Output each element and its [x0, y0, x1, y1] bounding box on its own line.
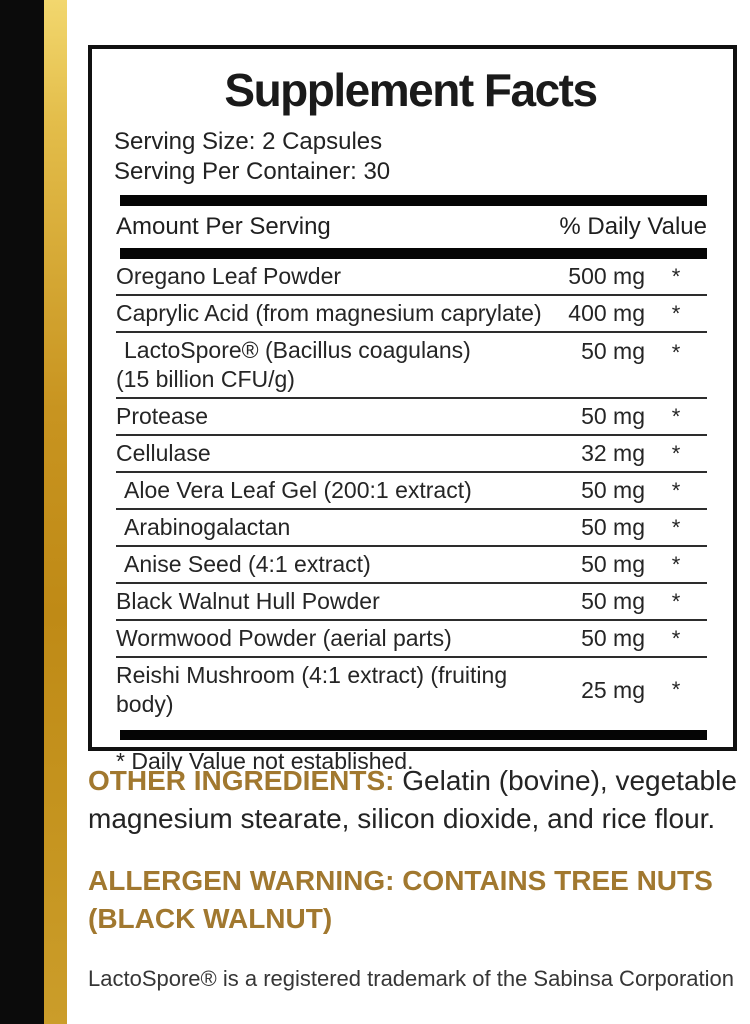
- ingredient-daily-value: *: [671, 588, 681, 614]
- ingredient-daily-value: *: [671, 403, 681, 429]
- ingredient-amount: 50 mg: [581, 403, 645, 429]
- side-stripe-gold: [44, 0, 67, 1024]
- table-row: LactoSpore® (Bacillus coagulans) (15 bil…: [116, 333, 707, 399]
- column-header-daily-value: % Daily Value: [559, 213, 707, 240]
- ingredient-daily-value: *: [671, 514, 681, 540]
- ingredient-amount: 50 mg: [581, 514, 645, 540]
- table-row: Cellulase 32 mg *: [116, 436, 707, 473]
- ingredient-amount: 500 mg: [568, 263, 645, 289]
- servings-per-container: Serving Per Container: 30: [114, 158, 391, 185]
- ingredient-daily-value: *: [671, 340, 681, 365]
- daily-value-footnote: * Daily Value not established.: [116, 748, 414, 774]
- ingredient-amount: 50 mg: [581, 625, 645, 651]
- ingredient-name-line1: LactoSpore® (Bacillus coagulans): [124, 337, 471, 363]
- ingredient-amount: 50 mg: [581, 338, 645, 364]
- table-row: Protease 50 mg *: [116, 399, 707, 436]
- ingredient-amount: 50 mg: [581, 551, 645, 577]
- ingredient-name: Oregano Leaf Powder: [116, 263, 342, 289]
- ingredient-daily-value: *: [671, 551, 681, 577]
- ingredient-daily-value: *: [671, 440, 681, 466]
- supplement-facts-panel: Supplement Facts Serving Size: 2 Capsule…: [88, 45, 737, 774]
- ingredient-name: LactoSpore® (Bacillus coagulans) (15 bil…: [116, 336, 550, 394]
- ingredient-daily-value: *: [671, 677, 681, 702]
- ingredient-daily-value: *: [671, 263, 681, 289]
- below-panel-text: OTHER INGREDIENTS: Gelatin (bovine), veg…: [88, 762, 750, 992]
- ingredient-name: Anise Seed (4:1 extract): [124, 551, 371, 577]
- ingredient-name: Protease: [116, 403, 209, 429]
- ingredient-amount: 50 mg: [581, 477, 645, 503]
- panel-title: Supplement Facts: [224, 64, 598, 116]
- divider-thick-bottom: [120, 730, 707, 740]
- table-row: Aloe Vera Leaf Gel (200:1 extract) 50 mg…: [116, 473, 707, 510]
- ingredient-amount: 50 mg: [581, 588, 645, 614]
- ingredient-name: Wormwood Powder (aerial parts): [116, 625, 452, 651]
- ingredient-amount: 32 mg: [581, 440, 645, 466]
- table-row: Black Walnut Hull Powder 50 mg *: [116, 584, 707, 621]
- ingredient-name: Aloe Vera Leaf Gel (200:1 extract): [124, 477, 472, 503]
- ingredient-daily-value: *: [671, 625, 681, 651]
- side-stripe-black: [0, 0, 44, 1024]
- ingredient-name: Cellulase: [116, 440, 211, 466]
- table-row: Wormwood Powder (aerial parts) 50 mg *: [116, 621, 707, 658]
- serving-size: Serving Size: 2 Capsules: [114, 128, 383, 155]
- trademark-note: LactoSpore® is a registered trademark of…: [88, 966, 735, 991]
- allergen-warning-line1: ALLERGEN WARNING: CONTAINS TREE NUTS: [88, 865, 713, 896]
- ingredient-table: Oregano Leaf Powder 500 mg * Caprylic Ac…: [116, 259, 707, 722]
- table-row: Caprylic Acid (from magnesium caprylate)…: [116, 296, 707, 333]
- allergen-warning: ALLERGEN WARNING: CONTAINS TREE NUTS (BL…: [88, 862, 750, 938]
- table-row: Reishi Mushroom (4:1 extract) (fruiting …: [116, 658, 707, 722]
- ingredient-daily-value: *: [671, 477, 681, 503]
- table-row: Oregano Leaf Powder 500 mg *: [116, 259, 707, 296]
- ingredient-name: Caprylic Acid (from magnesium caprylate): [116, 300, 542, 326]
- other-ingredients-paragraph: OTHER INGREDIENTS: Gelatin (bovine), veg…: [88, 762, 750, 838]
- column-header-amount: Amount Per Serving: [116, 213, 331, 240]
- ingredient-daily-value: *: [671, 300, 681, 326]
- table-row: Arabinogalactan 50 mg *: [116, 510, 707, 547]
- ingredient-amount: 400 mg: [568, 300, 645, 326]
- ingredient-name: Reishi Mushroom (4:1 extract) (fruiting …: [116, 662, 508, 717]
- allergen-warning-line2: (BLACK WALNUT): [88, 903, 333, 934]
- column-header-row: Amount Per Serving % Daily Value: [114, 206, 707, 248]
- other-ingredients-label: OTHER INGREDIENTS:: [88, 765, 395, 796]
- ingredient-amount: 25 mg: [581, 676, 645, 703]
- other-ingredients-text: Gelatin (bovine), vegetable magnesium st…: [88, 765, 737, 834]
- ingredient-name: Arabinogalactan: [124, 514, 291, 540]
- ingredient-name-line2: (15 billion CFU/g): [116, 366, 295, 392]
- divider-thick-top: [120, 195, 707, 206]
- table-row: Anise Seed (4:1 extract) 50 mg *: [116, 547, 707, 584]
- divider-thick-header: [120, 248, 707, 259]
- ingredient-name: Black Walnut Hull Powder: [116, 588, 380, 614]
